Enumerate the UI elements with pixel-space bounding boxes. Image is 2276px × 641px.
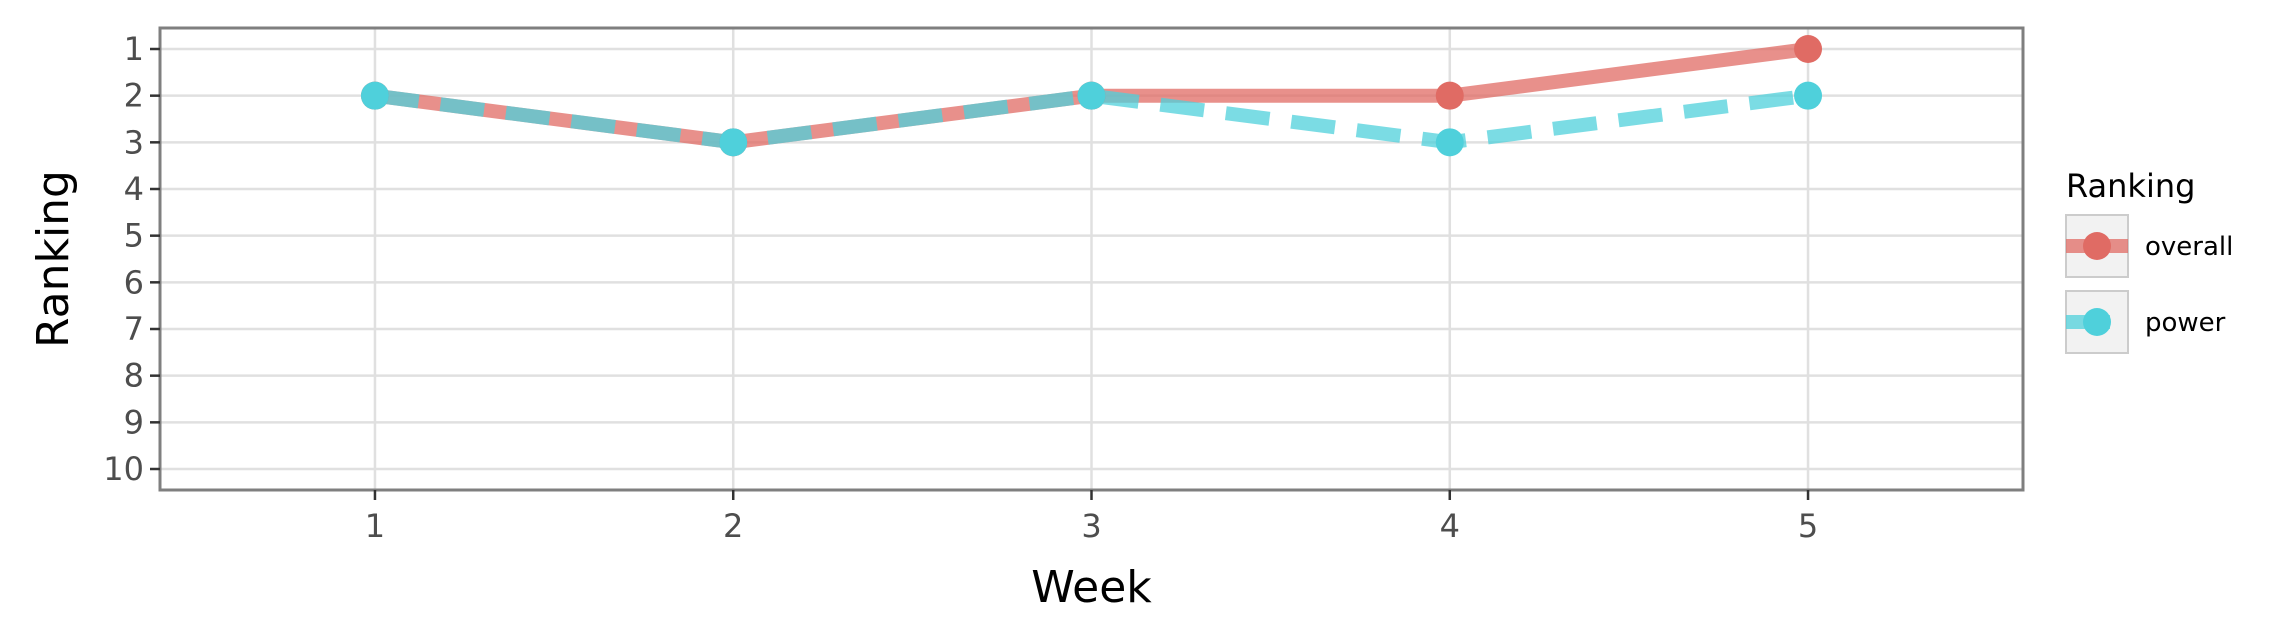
y-axis: 1 2 3 4 5 6 7 8 9 10 [103,30,160,488]
y-tick-label: 5 [124,217,144,255]
y-tick-label: 1 [124,30,144,68]
legend-label-overall: overall [2145,232,2233,262]
y-tick-label: 10 [103,450,144,488]
legend-title: Ranking [2066,167,2195,205]
x-axis: 1 2 3 4 5 [365,490,1818,545]
y-tick-label: 7 [124,310,144,348]
data-point-overall [1794,35,1823,63]
series-line-power [374,88,1809,150]
y-tick-label: 9 [124,403,144,441]
data-point-power [1077,81,1106,110]
y-tick-label: 3 [124,123,144,161]
data-point-power [1794,81,1823,110]
data-point-power [360,81,389,110]
data-point-overall [1435,81,1464,110]
legend: Ranking overall power [2065,167,2233,354]
y-tick-label: 6 [124,263,144,301]
x-tick-label: 1 [365,507,385,545]
legend-marker-power [2083,308,2111,336]
y-tick-label: 8 [124,357,144,395]
y-tick-label: 4 [124,170,144,208]
x-axis-title: Week [1031,562,1152,613]
x-tick-label: 2 [723,507,743,545]
y-axis-title: Ranking [28,170,79,348]
data-point-power [719,128,748,157]
x-tick-label: 3 [1081,507,1101,545]
x-tick-label: 4 [1440,507,1460,545]
legend-marker-overall [2083,232,2111,260]
legend-label-power: power [2145,308,2226,338]
y-tick-label: 2 [124,77,144,115]
x-tick-label: 5 [1798,507,1818,545]
data-point-power [1435,128,1464,157]
series-layer [360,35,1823,157]
